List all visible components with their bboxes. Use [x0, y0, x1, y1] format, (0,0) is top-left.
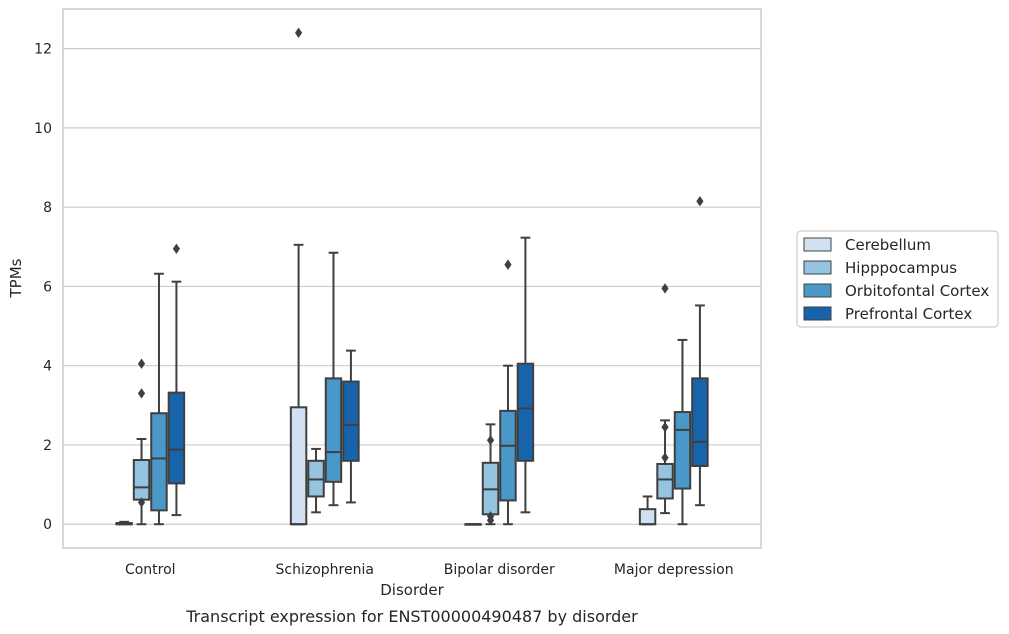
box-iqr [673, 411, 692, 490]
box-hipppocampus [132, 358, 151, 526]
legend-label: Orbitofontal Cortex [845, 282, 989, 300]
legend-label: Cerebellum [845, 236, 931, 254]
y-tick-label: 8 [43, 200, 52, 216]
chart-caption: Transcript expression for ENST0000049048… [185, 607, 638, 626]
box-orbitofontal-cortex [324, 251, 343, 507]
box-prefrontal-cortex [691, 196, 709, 507]
box-orbitofontal-cortex [499, 259, 517, 526]
plot-frame [62, 8, 762, 549]
y-tick-labels: 0 2 4 6 8 10 12 [34, 42, 52, 534]
box-cerebellum [289, 27, 308, 526]
box-iqr [499, 409, 517, 502]
box-iqr [656, 462, 674, 500]
legend-label: Prefrontal Cortex [845, 305, 972, 323]
outlier-point [486, 511, 495, 522]
box-cerebellum [115, 520, 133, 526]
box-prefrontal-cortex [342, 349, 360, 504]
legend-frame [796, 230, 999, 328]
box-iqr [132, 459, 151, 501]
box-iqr [150, 412, 168, 512]
y-axis-label: TPMs [7, 258, 25, 298]
outlier-point [486, 435, 495, 446]
box-hipppocampus [656, 283, 674, 515]
box-hipppocampus [307, 447, 325, 514]
outlier-point [504, 259, 512, 270]
box-iqr [167, 391, 186, 485]
box-iqr [516, 362, 535, 462]
legend: Cerebellum Hipppocampus Orbitofontal Corte… [796, 230, 999, 328]
outlier-point [137, 358, 146, 369]
y-tick-label: 10 [34, 121, 52, 137]
x-tick-label: Bipolar disorder [444, 562, 555, 578]
outlier-point [661, 421, 669, 433]
box-iqr [289, 406, 308, 526]
legend-swatch [803, 306, 832, 321]
outlier-point [696, 196, 704, 207]
box-iqr [691, 377, 709, 467]
y-tick-label: 6 [43, 279, 52, 295]
outlier-point [661, 283, 669, 294]
legend-swatch [803, 237, 832, 252]
box-prefrontal-cortex [167, 243, 186, 517]
y-tick-label: 2 [43, 438, 52, 454]
box-orbitofontal-cortex [673, 338, 692, 526]
y-tick-label: 0 [43, 517, 52, 533]
box-iqr [342, 380, 360, 462]
box-cerebellum [464, 523, 482, 526]
box-prefrontal-cortex [516, 236, 535, 514]
box-orbitofontal-cortex [150, 272, 168, 526]
outlier-point [661, 452, 669, 463]
box-groups [115, 27, 709, 526]
y-tick-label: 4 [43, 359, 52, 375]
outlier-point [172, 243, 181, 254]
x-tick-label: Control [125, 562, 176, 578]
box-hipppocampus [481, 423, 500, 526]
x-tick-labels: Control Schizophrenia Bipolar disorder Majo… [125, 562, 734, 578]
x-axis-label: Disorder [380, 581, 444, 599]
legend-swatch [803, 260, 832, 275]
x-tick-label: Schizophrenia [276, 562, 374, 578]
outlier-point [137, 388, 146, 399]
outlier-point [294, 27, 303, 38]
outlier-point [137, 497, 146, 508]
box-iqr [324, 377, 343, 483]
x-tick-label: Major depression [614, 562, 734, 578]
legend-label: Hipppocampus [845, 259, 957, 277]
box-iqr [638, 508, 657, 526]
y-tick-label: 12 [34, 42, 52, 58]
legend-swatch [803, 283, 832, 298]
box-cerebellum [638, 495, 657, 526]
